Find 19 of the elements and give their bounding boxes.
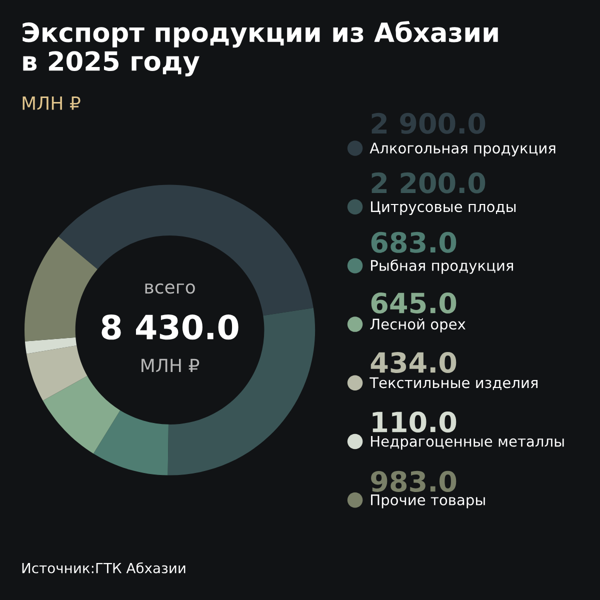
chart-title: Экспорт продукции из Абхазии в 2025 году	[22, 21, 498, 76]
data-label: 683.0	[371, 232, 456, 253]
legend-label: Лесной орех	[370, 318, 466, 332]
text: МЛН ₽	[142, 358, 200, 372]
text: всего	[145, 283, 195, 294]
text: 8 430.0	[102, 314, 238, 340]
data-label: 983.0	[371, 470, 456, 492]
data-label: 2 200.0	[372, 172, 486, 194]
legend-label: Текстильные изделия	[370, 377, 538, 390]
data-label: 434.0	[370, 352, 456, 373]
legend-label: Цитрусовые плоды	[371, 201, 516, 215]
legend-label: Алкогольная продукция	[370, 142, 556, 156]
data-label: 645.0	[371, 292, 456, 314]
legend-label: Рыбная продукция	[371, 259, 513, 274]
data-label: 110.0	[372, 411, 456, 432]
chart-subtitle: МЛН ₽	[22, 96, 80, 110]
text: Источник:ГТК Абхазии	[22, 562, 186, 574]
legend-label: Недрагоценные металлы	[371, 436, 564, 450]
legend-label: Прочие товары	[371, 494, 485, 508]
